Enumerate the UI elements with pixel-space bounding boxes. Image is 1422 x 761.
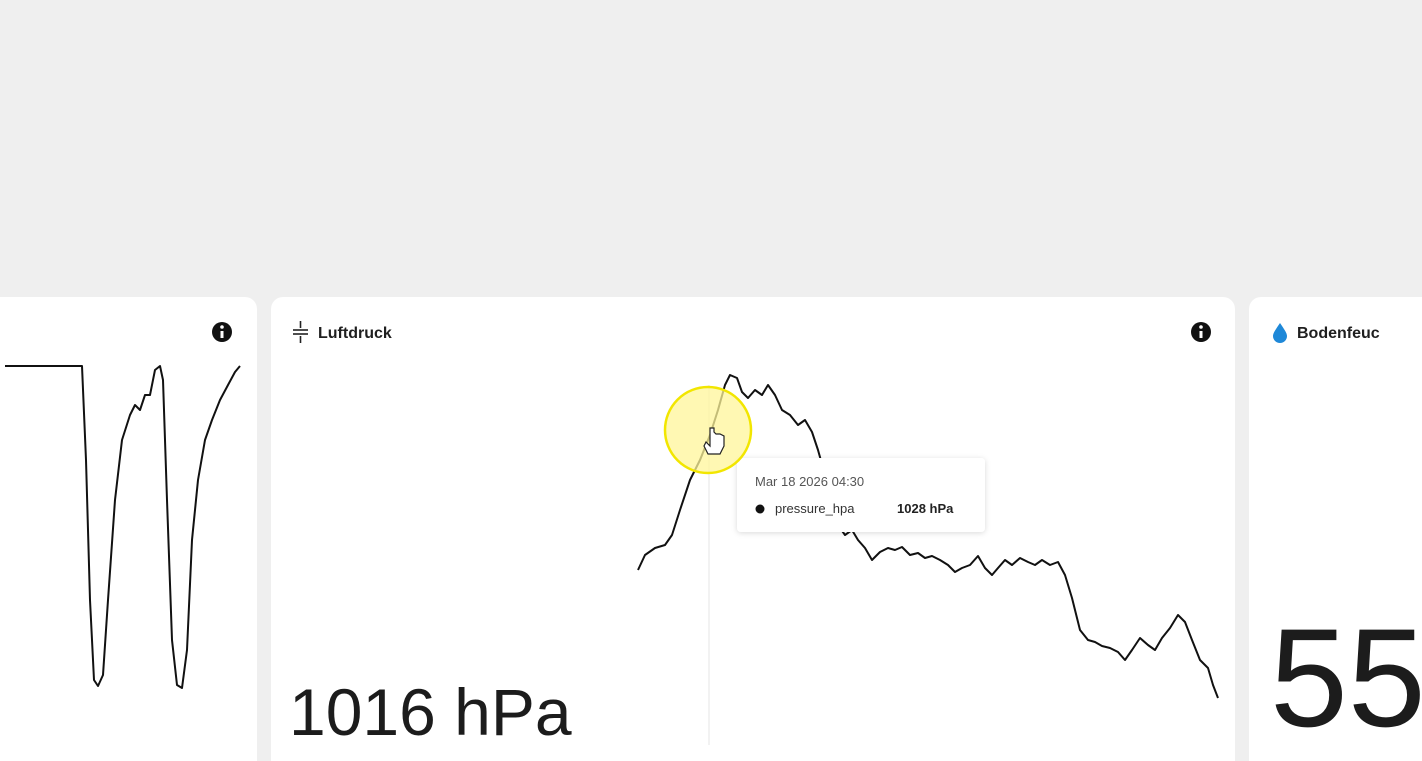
card [0, 297, 257, 761]
tooltip-value: 1028 hPa [897, 501, 954, 516]
sparkline[interactable] [637, 374, 1219, 699]
pressure-icon [293, 321, 308, 343]
tooltip: Mar 18 2026 04:30 pressure_hpa 1028 hPa [737, 458, 985, 532]
info-icon[interactable] [1191, 322, 1211, 342]
water-icon [1273, 323, 1287, 343]
card [1249, 297, 1422, 761]
cursor [663, 385, 753, 475]
tooltip-time: Mar 18 2026 04:30 [755, 474, 864, 489]
card-value: 1016 hPa [289, 675, 572, 749]
info-icon[interactable] [212, 322, 232, 342]
tooltip-series: pressure_hpa [775, 501, 855, 516]
card-value: 55 [1270, 599, 1422, 756]
card-title: Luftdruck [318, 325, 392, 342]
sparkline [5, 365, 241, 689]
card-title: Bodenfeuc [1297, 325, 1380, 342]
